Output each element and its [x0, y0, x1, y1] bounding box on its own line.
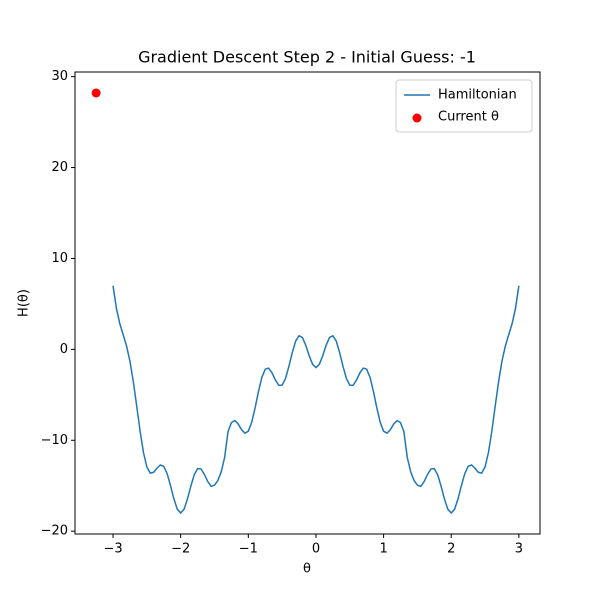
- y-tick-label: 20: [51, 160, 68, 175]
- y-tick-label: −20: [41, 524, 68, 539]
- x-axis-label: θ: [303, 562, 311, 577]
- x-tick-label: −3: [103, 542, 122, 557]
- y-tick-label: 10: [51, 251, 68, 266]
- x-tick-label: 3: [515, 542, 523, 557]
- y-axis-label: H(θ): [17, 289, 32, 317]
- plot-frame: [74, 71, 541, 535]
- x-tick-label: −1: [239, 542, 258, 557]
- legend-swatch: [412, 113, 422, 123]
- y-tick-label: −10: [41, 433, 68, 448]
- line: [112, 285, 520, 515]
- y-tick-label: 30: [51, 69, 68, 84]
- x-tick-label: −2: [171, 542, 190, 557]
- x-tick-label: 0: [312, 542, 320, 557]
- y-tick-label: 0: [60, 342, 68, 357]
- legend-box: [395, 79, 533, 133]
- chart-title: Gradient Descent Step 2 - Initial Guess:…: [138, 48, 476, 67]
- point: [91, 88, 101, 98]
- legend-label: Hamiltonian: [438, 88, 517, 103]
- x-tick-label: 2: [447, 542, 455, 557]
- legend: Hamiltonian Current θ: [395, 79, 533, 133]
- legend-label: Current θ: [438, 110, 499, 125]
- x-tick-label: 1: [379, 542, 387, 557]
